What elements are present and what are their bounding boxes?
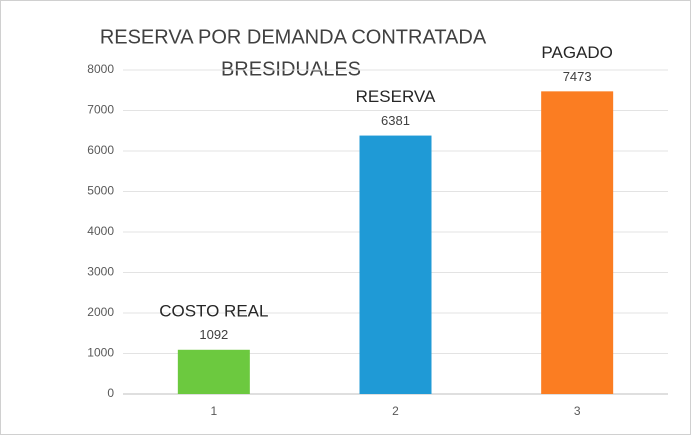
y-tick-label: 6000 <box>87 143 114 157</box>
value-label: 1092 <box>199 327 228 342</box>
chart-title: RESERVA POR DEMANDA CONTRATADA <box>100 26 487 48</box>
value-label: 7473 <box>563 69 592 84</box>
value-label: 6381 <box>381 113 410 128</box>
bar <box>359 135 432 394</box>
x-tick-label: 3 <box>574 404 581 418</box>
chart-subtitle: BRESIDUALES <box>221 58 361 80</box>
x-tick-label: 2 <box>392 404 399 418</box>
bar <box>177 349 250 394</box>
x-tick-label: 1 <box>210 404 217 418</box>
bar-name-label: PAGADO <box>541 43 612 62</box>
y-tick-label: 0 <box>107 386 114 400</box>
bar-name-label: RESERVA <box>356 87 436 106</box>
y-tick-label: 8000 <box>87 62 114 76</box>
bar-name-label: COSTO REAL <box>159 301 268 320</box>
bar <box>541 91 614 394</box>
y-tick-label: 2000 <box>87 305 114 319</box>
y-tick-label: 1000 <box>87 346 114 360</box>
y-tick-label: 4000 <box>87 224 114 238</box>
y-tick-label: 3000 <box>87 265 114 279</box>
y-tick-label: 5000 <box>87 184 114 198</box>
y-tick-label: 7000 <box>87 103 114 117</box>
